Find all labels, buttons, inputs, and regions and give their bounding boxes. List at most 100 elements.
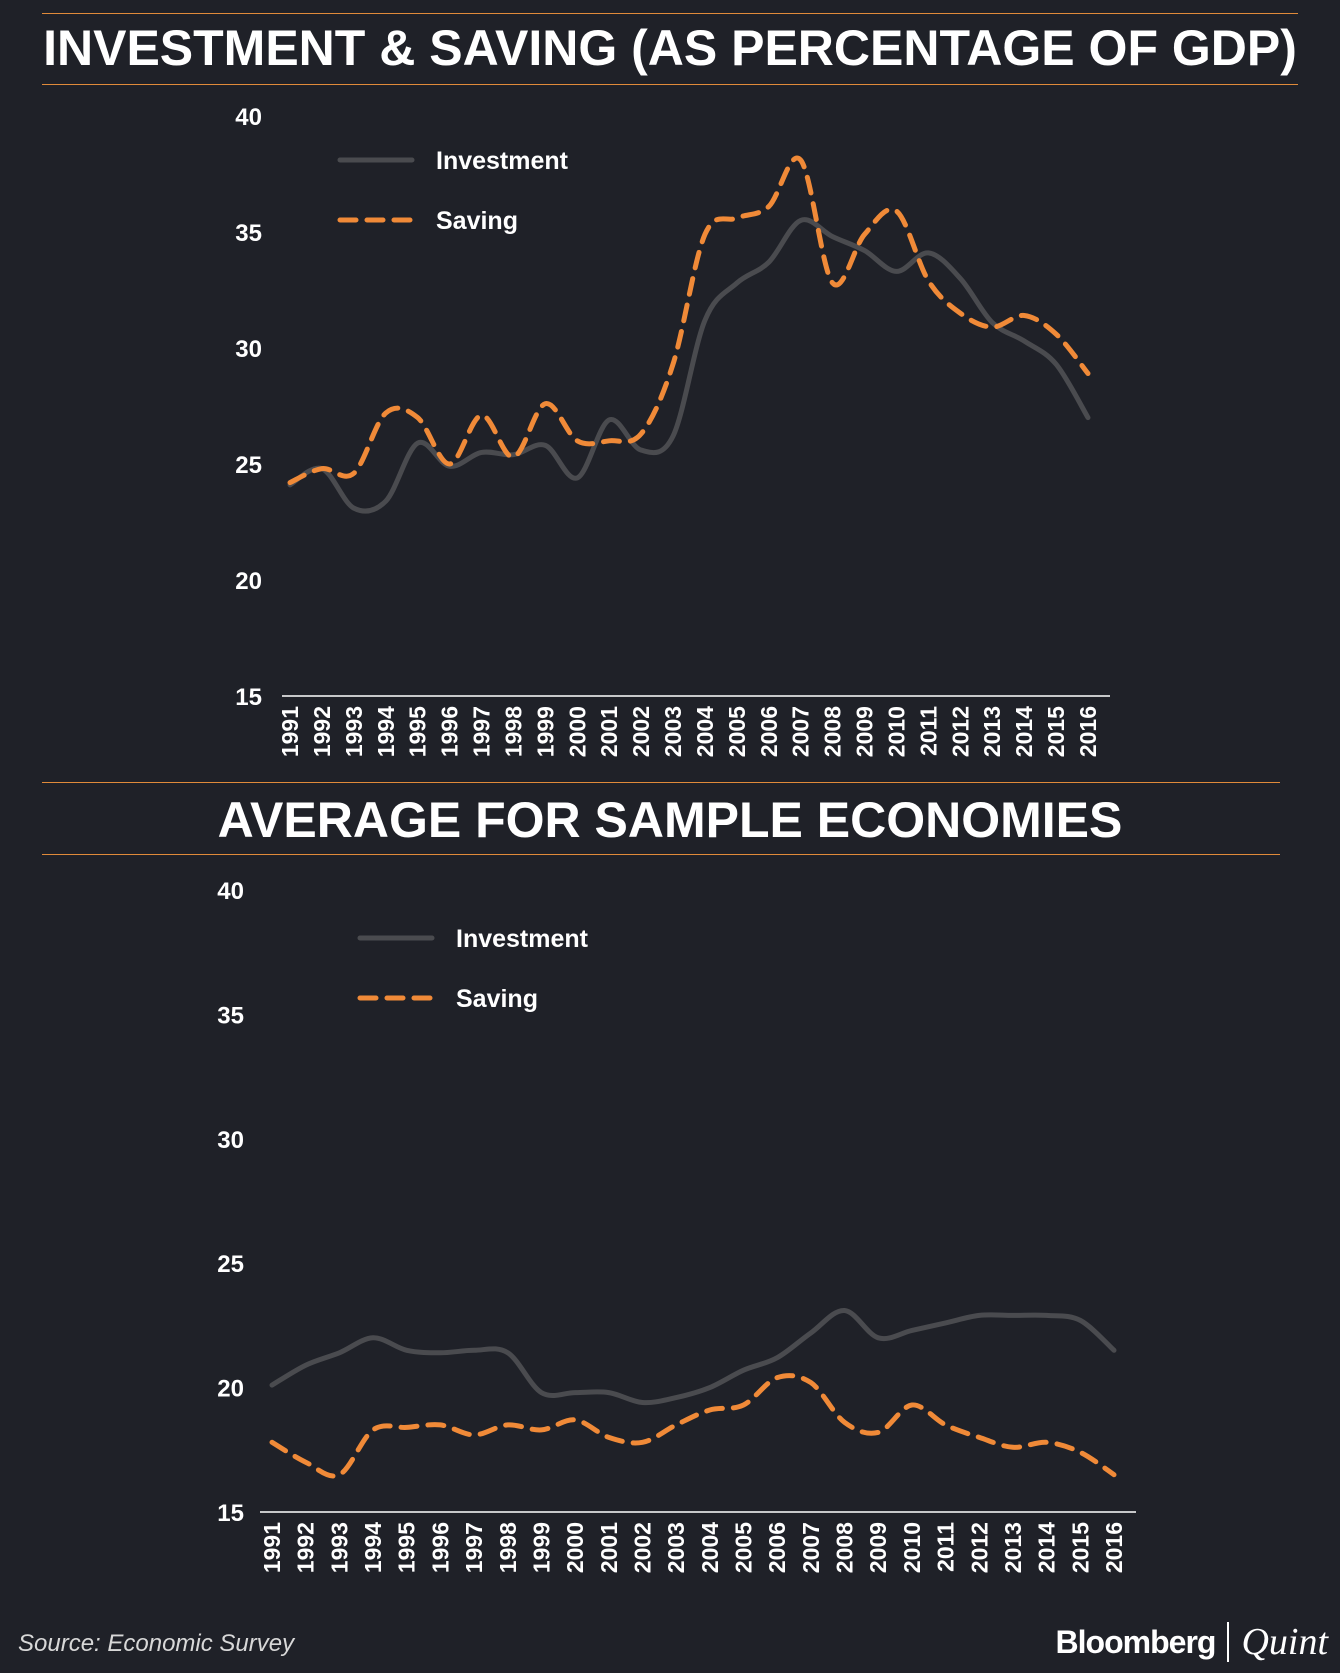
chart2-xtick-2016: 2016 bbox=[1101, 1522, 1127, 1573]
chart2-xtick-2000: 2000 bbox=[562, 1522, 588, 1573]
chart2-investment-point-1995 bbox=[404, 1347, 410, 1353]
chart2-saving-point-2011 bbox=[943, 1422, 949, 1428]
chart2-investment-point-2007 bbox=[808, 1330, 814, 1336]
chart1-saving-point-2001 bbox=[606, 438, 612, 444]
chart1-xtick-1994: 1994 bbox=[373, 706, 399, 757]
chart2-legend-label-investment: Investment bbox=[456, 925, 589, 953]
chart1-saving-point-2003 bbox=[670, 361, 676, 367]
chart2-line-investment bbox=[269, 1308, 1117, 1406]
chart2-investment-point-1997 bbox=[471, 1347, 477, 1353]
chart2-investment-point-2009 bbox=[875, 1335, 881, 1341]
chart2-xtick-1995: 1995 bbox=[394, 1522, 420, 1573]
chart1-saving-point-2014 bbox=[1021, 313, 1027, 319]
chart2-saving-point-1994 bbox=[370, 1427, 376, 1433]
chart2-ytick-20: 20 bbox=[217, 1376, 244, 1403]
chart2-investment-point-2011 bbox=[943, 1320, 949, 1326]
chart1-investment-point-2000 bbox=[574, 475, 580, 481]
chart2-xtick-1997: 1997 bbox=[461, 1522, 487, 1573]
chart2-investment-point-2008 bbox=[842, 1308, 848, 1314]
chart2-investment-point-1994 bbox=[370, 1335, 376, 1341]
chart1-xtick-1992: 1992 bbox=[309, 706, 335, 757]
chart1-ytick-30: 30 bbox=[235, 336, 262, 363]
chart1-saving-point-2005 bbox=[734, 215, 740, 221]
chart1-investment-point-2005 bbox=[734, 280, 740, 286]
chart2-saving-point-2007 bbox=[808, 1380, 814, 1386]
chart2-saving-point-2010 bbox=[909, 1402, 915, 1408]
chart1-xtick-2006: 2006 bbox=[756, 706, 782, 757]
chart1-investment-point-2003 bbox=[670, 433, 676, 439]
chart2-saving-point-1997 bbox=[471, 1432, 477, 1438]
chart1-saving-point-1997 bbox=[479, 412, 485, 418]
chart2-xtick-2005: 2005 bbox=[731, 1522, 757, 1573]
chart1-xtick-2011: 2011 bbox=[915, 706, 941, 756]
chart2-saving-point-2005 bbox=[741, 1402, 747, 1408]
chart1-line-investment bbox=[287, 217, 1091, 514]
chart2-investment-point-2004 bbox=[707, 1385, 713, 1391]
chart1-xtick-2013: 2013 bbox=[979, 706, 1005, 757]
chart1-ytick-20: 20 bbox=[235, 568, 262, 595]
chart2-saving-point-2003 bbox=[673, 1422, 679, 1428]
chart2-investment-point-2013 bbox=[1010, 1312, 1016, 1318]
chart1-saving-point-2011 bbox=[925, 278, 931, 284]
chart1-saving-point-1994 bbox=[383, 410, 389, 416]
chart2-saving-point-2013 bbox=[1010, 1444, 1016, 1450]
chart2-legend-label-saving: Saving bbox=[456, 985, 538, 1013]
chart1-investment-point-1994 bbox=[383, 498, 389, 504]
chart2-xtick-2001: 2001 bbox=[596, 1522, 622, 1573]
chart1-investment-point-2012 bbox=[957, 275, 963, 281]
chart1-saving-point-2008 bbox=[830, 280, 836, 286]
chart2-ytick-30: 30 bbox=[217, 1127, 244, 1154]
chart1-saving-point-2012 bbox=[957, 310, 963, 316]
chart2-xtick-2013: 2013 bbox=[1000, 1522, 1026, 1573]
chart1-xtick-1997: 1997 bbox=[469, 706, 495, 757]
chart2-saving-point-2016 bbox=[1111, 1472, 1117, 1478]
chart1-xtick-2008: 2008 bbox=[820, 706, 846, 757]
chart2-investment-point-2000 bbox=[572, 1390, 578, 1396]
chart2-title: AVERAGE FOR SAMPLE ECONOMIES bbox=[217, 792, 1123, 848]
chart2-xtick-2002: 2002 bbox=[630, 1522, 656, 1573]
chart2-xtick-1993: 1993 bbox=[326, 1522, 352, 1573]
chart1-ytick-35: 35 bbox=[235, 220, 262, 247]
chart2-saving-point-2004 bbox=[707, 1407, 713, 1413]
chart2-xtick-2010: 2010 bbox=[899, 1522, 925, 1573]
chart1-xtick-2003: 2003 bbox=[660, 706, 686, 757]
chart2-investment-point-1996 bbox=[437, 1350, 443, 1356]
chart2-saving-point-2014 bbox=[1044, 1439, 1050, 1445]
chart1-xtick-2005: 2005 bbox=[724, 706, 750, 757]
chart1-investment-point-2007 bbox=[798, 217, 804, 223]
title2-top-rule bbox=[42, 782, 1280, 783]
chart1-xtick-2007: 2007 bbox=[788, 706, 814, 757]
chart1-xtick-2001: 2001 bbox=[596, 706, 622, 757]
chart2-xtick-2007: 2007 bbox=[798, 1522, 824, 1573]
chart2-investment-point-2012 bbox=[976, 1312, 982, 1318]
chart1-investment-point-1997 bbox=[479, 449, 485, 455]
chart2-saving-point-2002 bbox=[640, 1439, 646, 1445]
chart1-xtick-2010: 2010 bbox=[884, 706, 910, 757]
brand-name: Bloomberg bbox=[1055, 1623, 1217, 1660]
chart2-xtick-1991: 1991 bbox=[259, 1522, 285, 1573]
chart2-saving-point-2001 bbox=[606, 1434, 612, 1440]
chart2-xtick-2011: 2011 bbox=[933, 1522, 959, 1572]
chart2-xtick-1996: 1996 bbox=[427, 1522, 453, 1573]
brand-divider bbox=[1227, 1622, 1230, 1662]
chart1-investment-point-2006 bbox=[766, 259, 772, 265]
chart2-saving-point-1993 bbox=[336, 1472, 342, 1478]
chart1-saving-point-1999 bbox=[542, 401, 548, 407]
chart1-xtick-2014: 2014 bbox=[1011, 706, 1037, 757]
chart1-saving-point-2015 bbox=[1053, 331, 1059, 337]
chart2-xtick-1998: 1998 bbox=[495, 1522, 521, 1573]
chart1-ytick-15: 15 bbox=[235, 684, 262, 711]
chart2-xtick-2006: 2006 bbox=[764, 1522, 790, 1573]
chart1-investment-point-2002 bbox=[638, 447, 644, 453]
chart1-saving-point-1995 bbox=[415, 415, 421, 421]
chart2-investment-point-1992 bbox=[303, 1362, 309, 1368]
chart2-saving-point-1992 bbox=[303, 1459, 309, 1465]
chart2-xtick-1999: 1999 bbox=[528, 1522, 554, 1573]
chart1-saving-point-2000 bbox=[574, 438, 580, 444]
chart1-xtick-1991: 1991 bbox=[277, 706, 303, 757]
chart1-investment-point-2008 bbox=[830, 234, 836, 240]
chart2-saving-point-2000 bbox=[572, 1417, 578, 1423]
chart1-xtick-2002: 2002 bbox=[628, 706, 654, 757]
chart2-ytick-40: 40 bbox=[217, 878, 244, 905]
